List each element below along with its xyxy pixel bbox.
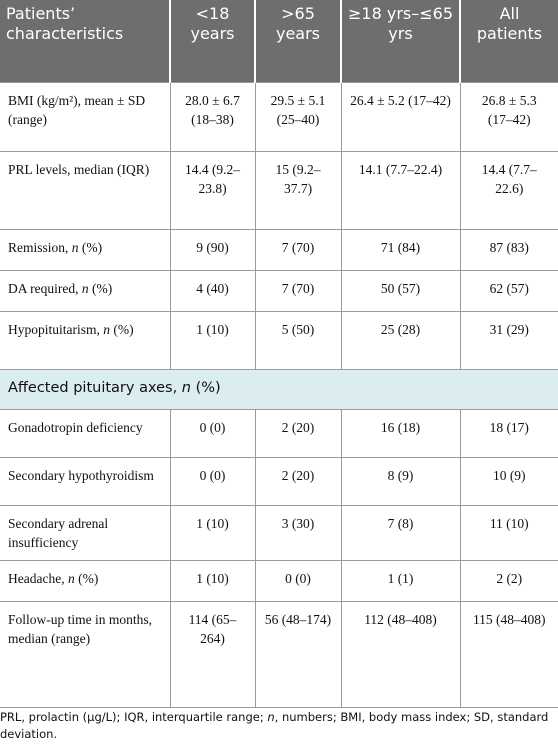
text-segment: Follow-up time in months, median (range)	[8, 612, 153, 646]
table-row: Hypopituitarism, n (%) 1 (10) 5 (50) 25 (28…	[0, 311, 558, 370]
value-cell: 2 (20)	[254, 409, 342, 458]
table: Patients’ characteristics <18 years >65 ye…	[0, 0, 558, 708]
table-row: Secondary hypothyroidism 0 (0) 2 (20) 8 (9)…	[0, 457, 558, 506]
text-segment: n	[71, 240, 79, 255]
row-label: Follow-up time in months, median (range)	[0, 601, 171, 708]
value-cell: 1 (10)	[169, 505, 256, 561]
text-segment: Hypopituitarism,	[8, 322, 104, 337]
value-cell: 114 (65–264)	[169, 601, 256, 708]
table-row: Headache, n (%) 1 (10) 0 (0) 1 (1) 2 (2)	[0, 560, 558, 602]
text-segment: n	[181, 380, 191, 396]
value-cell: 71 (84)	[340, 229, 461, 271]
value-cell: 1 (1)	[340, 560, 461, 602]
row-label: Gonadotropin deficiency	[0, 409, 171, 458]
value-cell: 14.4 (9.2–23.8)	[169, 151, 256, 230]
header-cell: >65 years	[254, 0, 341, 83]
text-segment: (%)	[78, 240, 103, 255]
row-label: Headache, n (%)	[0, 560, 171, 602]
table-row: Follow-up time in months, median (range)…	[0, 601, 558, 708]
text-segment: n	[81, 281, 89, 296]
row-label: Remission, n (%)	[0, 229, 171, 271]
header-cell: ≥18 yrs–≤65 yrs	[340, 0, 460, 83]
text-segment: Remission,	[8, 240, 72, 255]
value-cell: 10 (9)	[459, 457, 558, 506]
section-header: Affected pituitary axes, n (%)	[0, 369, 558, 410]
value-cell: 115 (48–408)	[459, 601, 558, 708]
table-row: Affected pituitary axes, n (%)	[0, 369, 558, 410]
header-cell: All patients	[459, 0, 558, 83]
value-cell: 14.4 (7.7–22.6)	[459, 151, 558, 230]
value-cell: 7 (70)	[254, 270, 342, 312]
value-cell: 2 (2)	[459, 560, 558, 602]
text-segment: (%)	[88, 281, 113, 296]
text-segment: n	[267, 710, 275, 724]
row-label: Secondary hypothyroidism	[0, 457, 171, 506]
value-cell: 0 (0)	[169, 409, 256, 458]
text-segment: Secondary adrenal insufficiency	[8, 516, 109, 550]
value-cell: 14.1 (7.7–22.4)	[340, 151, 461, 230]
text-segment: , numbers; BMI, body mass index; SD, sta…	[0, 710, 549, 741]
value-cell: 25 (28)	[340, 311, 461, 370]
header-cell: <18 years	[169, 0, 255, 83]
text-segment: (%)	[191, 380, 221, 396]
value-cell: 28.0 ± 6.7 (18–38)	[169, 82, 256, 152]
value-cell: 62 (57)	[459, 270, 558, 312]
text-segment: Headache,	[8, 571, 68, 586]
value-cell: 9 (90)	[169, 229, 256, 271]
table-row: Gonadotropin deficiency 0 (0) 2 (20) 16 (18…	[0, 409, 558, 458]
value-cell: 112 (48–408)	[340, 601, 461, 708]
row-label: Hypopituitarism, n (%)	[0, 311, 171, 370]
value-cell: 26.8 ± 5.3 (17–42)	[459, 82, 558, 152]
table-row: Remission, n (%) 9 (90) 7 (70) 71 (84) 87 (8…	[0, 229, 558, 271]
value-cell: 16 (18)	[340, 409, 461, 458]
table-row: Secondary adrenal insufficiency 1 (10) 3 (…	[0, 505, 558, 561]
row-label: DA required, n (%)	[0, 270, 171, 312]
value-cell: 0 (0)	[254, 560, 342, 602]
value-cell: 31 (29)	[459, 311, 558, 370]
table-row: BMI (kg/m²), mean ± SD (range) 28.0 ± 6.7…	[0, 82, 558, 152]
value-cell: 1 (10)	[169, 560, 256, 602]
text-segment: Secondary hypothyroidism	[8, 468, 154, 483]
table-row: PRL levels, median (IQR) 14.4 (9.2–23.8) 1…	[0, 151, 558, 230]
row-label: Secondary adrenal insufficiency	[0, 505, 171, 561]
text-segment: Gonadotropin deficiency	[8, 420, 143, 435]
value-cell: 26.4 ± 5.2 (17–42)	[340, 82, 461, 152]
footnote: PRL, prolactin (µg/L); IQR, interquartil…	[0, 709, 552, 743]
value-cell: 4 (40)	[169, 270, 256, 312]
text-segment: PRL, prolactin (µg/L); IQR, interquartil…	[0, 710, 268, 724]
text-segment: n	[103, 322, 110, 337]
value-cell: 29.5 ± 5.1 (25–40)	[254, 82, 342, 152]
text-segment: DA required,	[8, 281, 82, 296]
value-cell: 50 (57)	[340, 270, 461, 312]
value-cell: 15 (9.2–37.7)	[254, 151, 342, 230]
value-cell: 2 (20)	[254, 457, 342, 506]
value-cell: 8 (9)	[340, 457, 461, 506]
value-cell: 1 (10)	[169, 311, 256, 370]
table-row: DA required, n (%) 4 (40) 7 (70) 50 (57) 62 …	[0, 270, 558, 312]
value-cell: 7 (70)	[254, 229, 342, 271]
value-cell: 56 (48–174)	[254, 601, 342, 708]
text-segment: n	[67, 571, 75, 586]
text-segment: (%)	[110, 322, 134, 337]
text-segment: BMI (kg/m²), mean ± SD (range)	[8, 93, 146, 127]
value-cell: 3 (30)	[254, 505, 342, 561]
row-label: BMI (kg/m²), mean ± SD (range)	[0, 82, 171, 152]
value-cell: 11 (10)	[459, 505, 558, 561]
value-cell: 7 (8)	[340, 505, 461, 561]
value-cell: 18 (17)	[459, 409, 558, 458]
row-label: PRL levels, median (IQR)	[0, 151, 171, 230]
text-segment: PRL levels, median (IQR)	[8, 162, 150, 177]
value-cell: 5 (50)	[254, 311, 342, 370]
value-cell: 0 (0)	[169, 457, 256, 506]
header-row: Patients’ characteristics <18 years >65 ye…	[0, 0, 558, 83]
header-cell: Patients’ characteristics	[0, 0, 170, 83]
text-segment: Affected pituitary axes,	[8, 380, 182, 396]
value-cell: 87 (83)	[459, 229, 558, 271]
text-segment: (%)	[74, 571, 99, 586]
